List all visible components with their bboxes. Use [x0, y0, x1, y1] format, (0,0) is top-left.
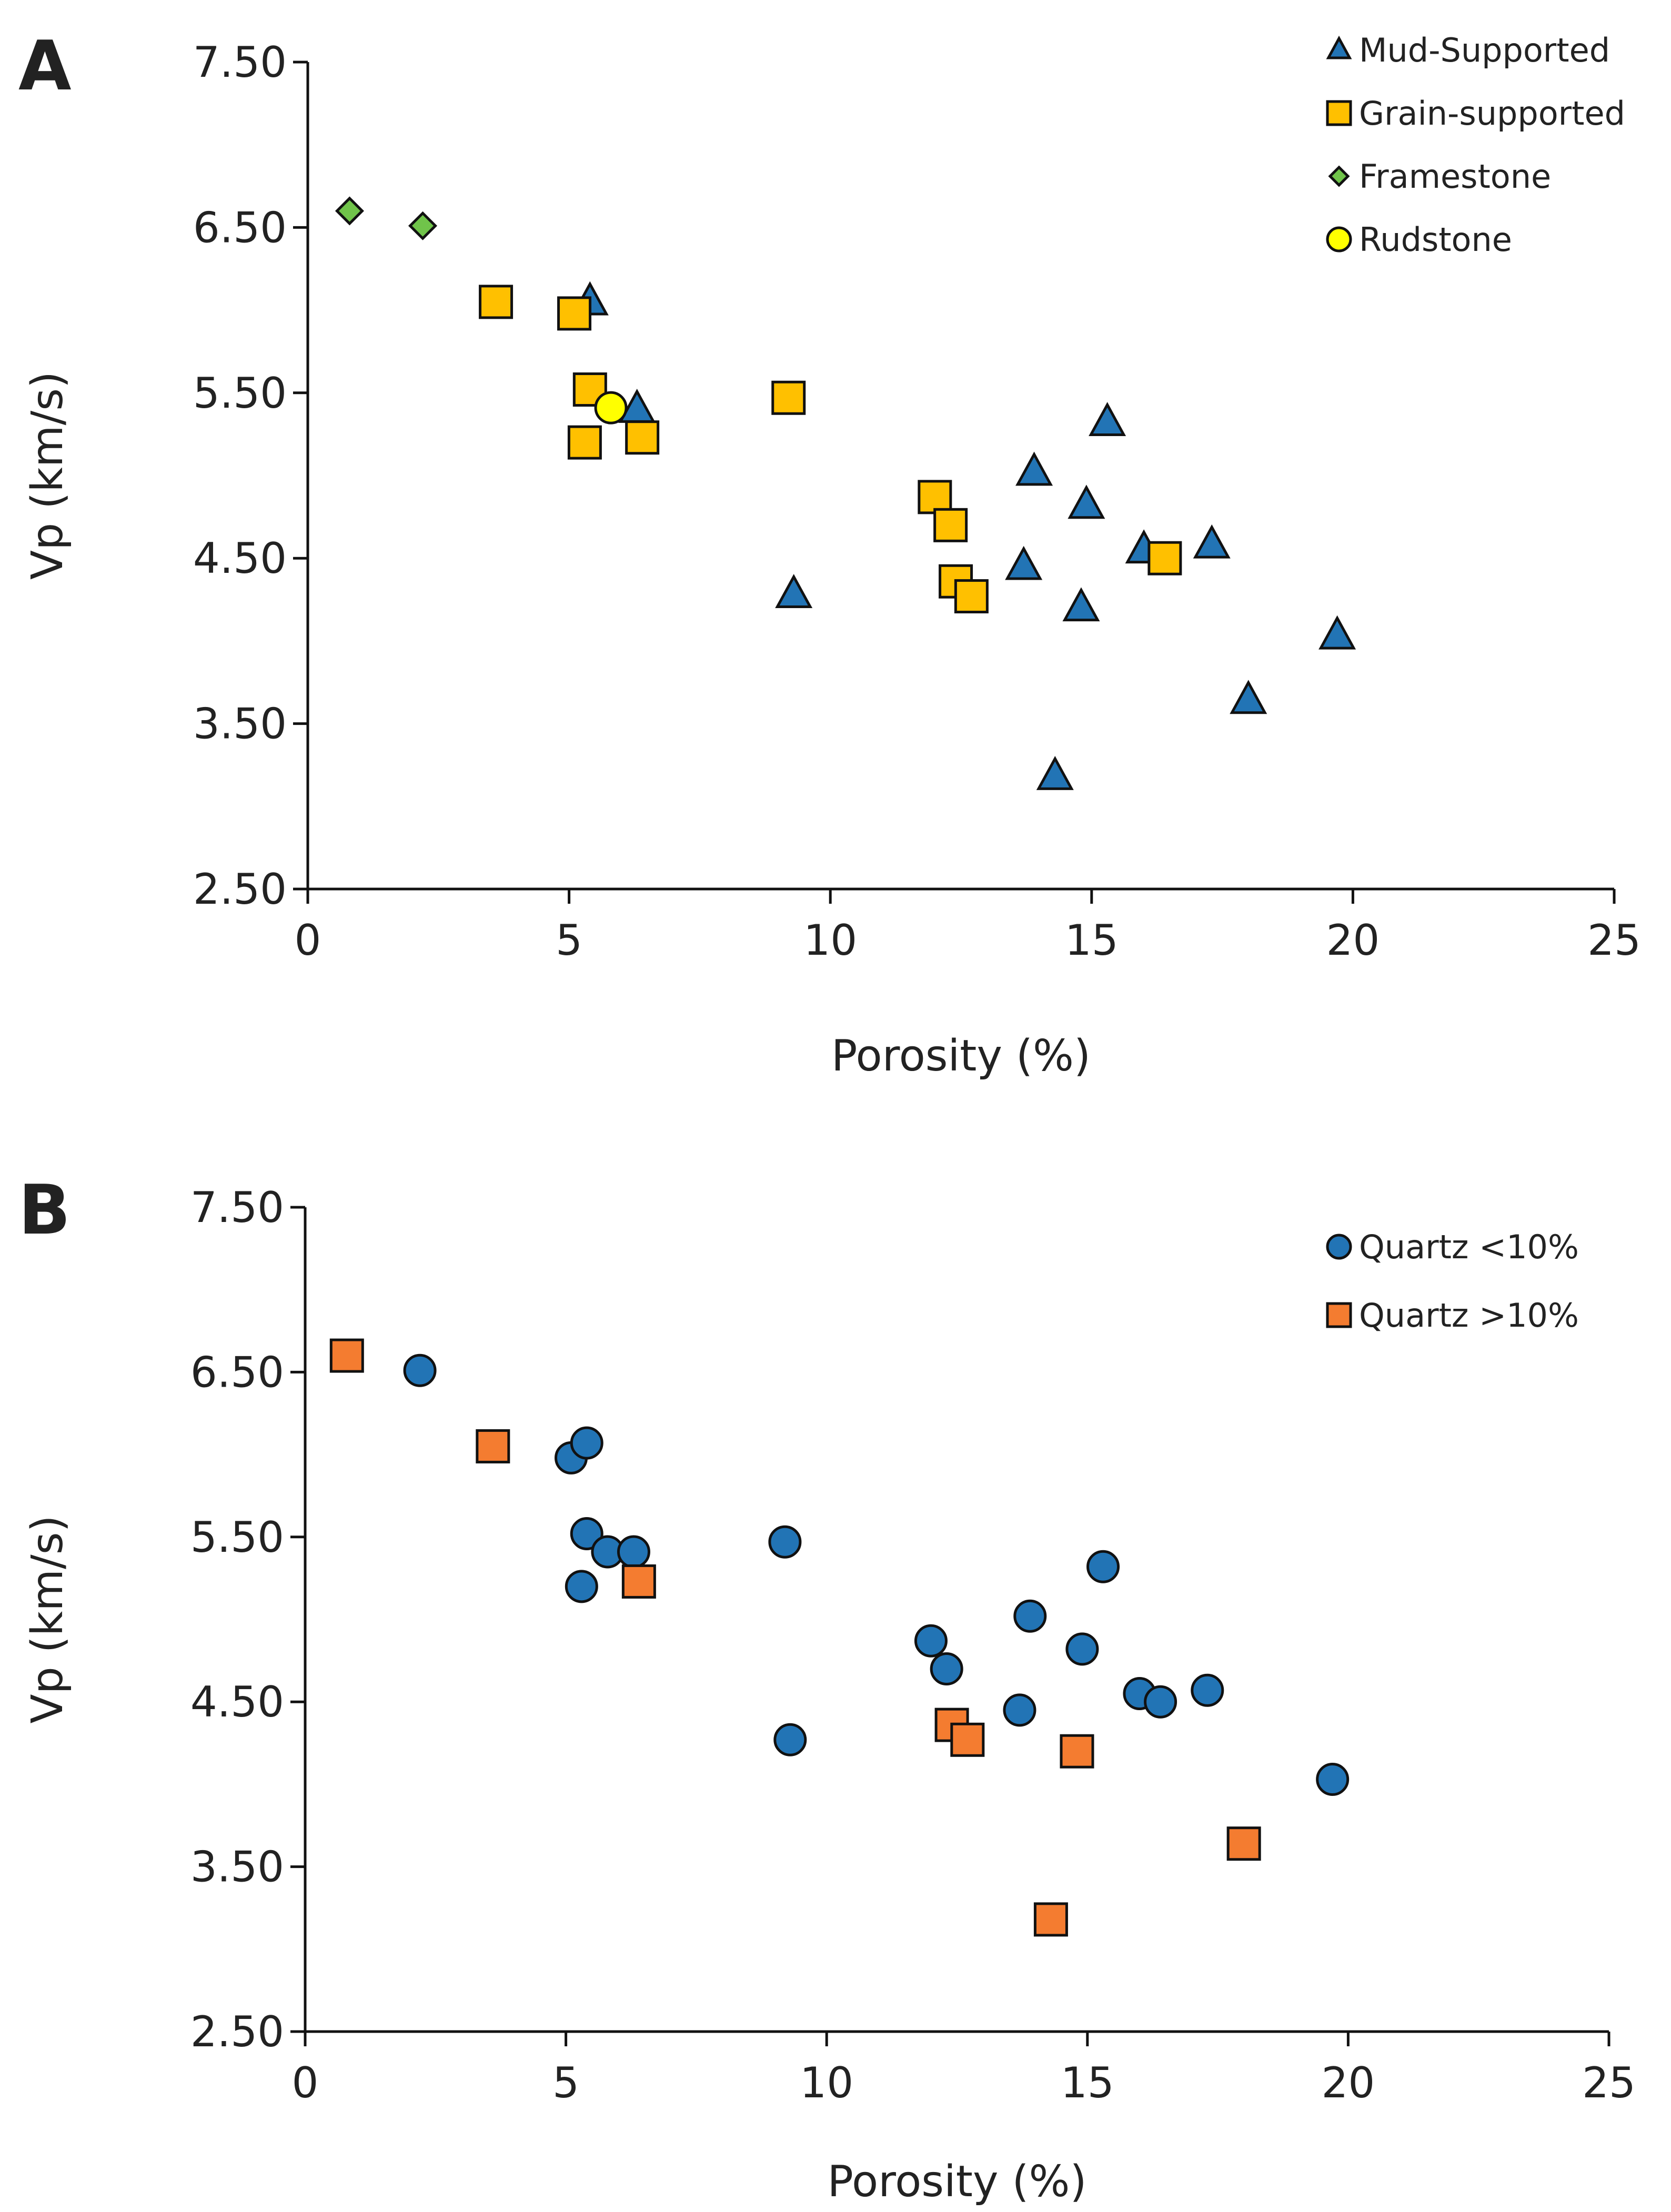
data-point	[625, 420, 660, 455]
x-tick-label: 5	[552, 2058, 579, 2107]
legend-marker	[1328, 165, 1350, 187]
x-tick-label: 25	[1582, 2058, 1636, 2107]
series-quartz-10-	[329, 1338, 1261, 1937]
data-point	[335, 196, 364, 226]
x-tick-label: 10	[803, 916, 857, 965]
panel-label: A	[18, 26, 72, 106]
data-point	[1191, 1673, 1224, 1707]
x-tick-label: 0	[295, 916, 321, 965]
data-point	[570, 1517, 603, 1551]
x-tick-label: 25	[1587, 916, 1641, 965]
legend-label: Framestone	[1359, 157, 1551, 196]
data-point	[1033, 1902, 1068, 1937]
data-point	[1086, 1550, 1120, 1583]
data-point	[557, 296, 592, 331]
data-point	[329, 1338, 364, 1373]
y-tick-label: 3.50	[190, 1843, 284, 1892]
y-tick-label: 7.50	[190, 1183, 284, 1232]
legend-marker	[1326, 1302, 1352, 1328]
data-point	[1144, 1685, 1177, 1719]
data-point	[914, 1624, 948, 1658]
panel-a: A 2.50 3.50 4.50 5.50 6.50 7.50 0 5 10 15 20 25 Poros…	[18, 26, 1641, 1081]
x-tick-label: 15	[1061, 2058, 1114, 2107]
data-point	[1318, 615, 1356, 650]
y-tick-label: 4.50	[193, 534, 287, 583]
data-point	[617, 1535, 650, 1569]
data-point	[1062, 587, 1100, 622]
data-point	[408, 211, 438, 240]
y-tick-label: 7.50	[193, 38, 287, 87]
data-point	[1147, 541, 1182, 575]
x-tick-label: 5	[556, 916, 582, 965]
data-point	[1193, 524, 1231, 559]
data-point	[773, 1723, 807, 1756]
data-point	[1068, 484, 1105, 519]
data-point	[570, 1426, 603, 1460]
data-point	[768, 1525, 802, 1559]
x-axis-label: Porosity (%)	[828, 2157, 1087, 2207]
series-grain-supported	[479, 285, 1182, 614]
y-tick-label: 3.50	[193, 700, 287, 749]
data-point	[1005, 546, 1043, 580]
panel-label: B	[18, 1170, 71, 1250]
legend-marker	[1326, 1234, 1352, 1260]
series-rudstone	[594, 391, 628, 425]
data-point	[621, 1564, 656, 1599]
y-axis-label: Vp (km/s)	[23, 1516, 73, 1724]
data-point	[479, 285, 514, 319]
y-tick-label: 6.50	[190, 1348, 284, 1397]
legend-label: Mud-Supported	[1359, 31, 1610, 69]
legend: Mud-Supported Grain-supported Framestone Ru…	[1326, 31, 1625, 259]
data-point	[1230, 680, 1267, 714]
data-point	[954, 579, 989, 614]
legend-label: Quartz <10%	[1359, 1228, 1579, 1266]
data-point	[950, 1722, 985, 1757]
legend: Quartz <10% Quartz >10%	[1326, 1228, 1579, 1335]
data-point	[775, 574, 813, 608]
data-point	[771, 380, 806, 415]
x-tick-label: 0	[292, 2058, 319, 2107]
data-point	[403, 1354, 437, 1387]
data-point	[565, 1570, 598, 1603]
y-tick-label: 6.50	[193, 203, 287, 252]
data-point	[1089, 402, 1126, 437]
x-axis-label: Porosity (%)	[831, 1031, 1091, 1081]
data-point	[918, 480, 952, 514]
y-tick-label: 2.50	[193, 865, 287, 914]
data-point	[476, 1429, 510, 1463]
data-point	[1003, 1693, 1036, 1727]
legend-marker	[1326, 35, 1352, 59]
legend-label: Rudstone	[1359, 220, 1512, 259]
legend-label: Grain-supported	[1359, 94, 1625, 133]
data-point	[933, 508, 968, 542]
y-tick-label: 4.50	[190, 1678, 284, 1726]
y-tick-label: 2.50	[190, 2007, 284, 2056]
x-tick-label: 10	[800, 2058, 853, 2107]
data-point	[594, 391, 628, 425]
data-point	[1036, 756, 1074, 790]
data-point	[572, 372, 607, 407]
legend-marker	[1326, 226, 1352, 252]
data-point	[1013, 1599, 1047, 1633]
legend-label: Quartz >10%	[1359, 1296, 1579, 1335]
data-point	[567, 425, 602, 460]
x-tick-label: 20	[1326, 916, 1380, 965]
y-tick-label: 5.50	[190, 1513, 284, 1562]
data-point	[1015, 451, 1053, 486]
panel-b: B 2.50 3.50 4.50 5.50 6.50 7.50 0 5 10 15 20 25 Poros…	[18, 1170, 1636, 2207]
x-tick-label: 20	[1322, 2058, 1375, 2107]
y-axis-label: Vp (km/s)	[23, 371, 73, 580]
legend-marker	[1326, 100, 1352, 126]
series-framestone	[335, 196, 438, 240]
data-point	[1060, 1734, 1094, 1769]
series-mud-supported	[571, 281, 1356, 790]
data-point	[930, 1652, 963, 1686]
data-point	[1316, 1762, 1350, 1796]
data-point	[1226, 1826, 1261, 1861]
data-point	[1065, 1632, 1099, 1666]
y-tick-label: 5.50	[193, 369, 287, 418]
x-tick-label: 15	[1065, 916, 1119, 965]
